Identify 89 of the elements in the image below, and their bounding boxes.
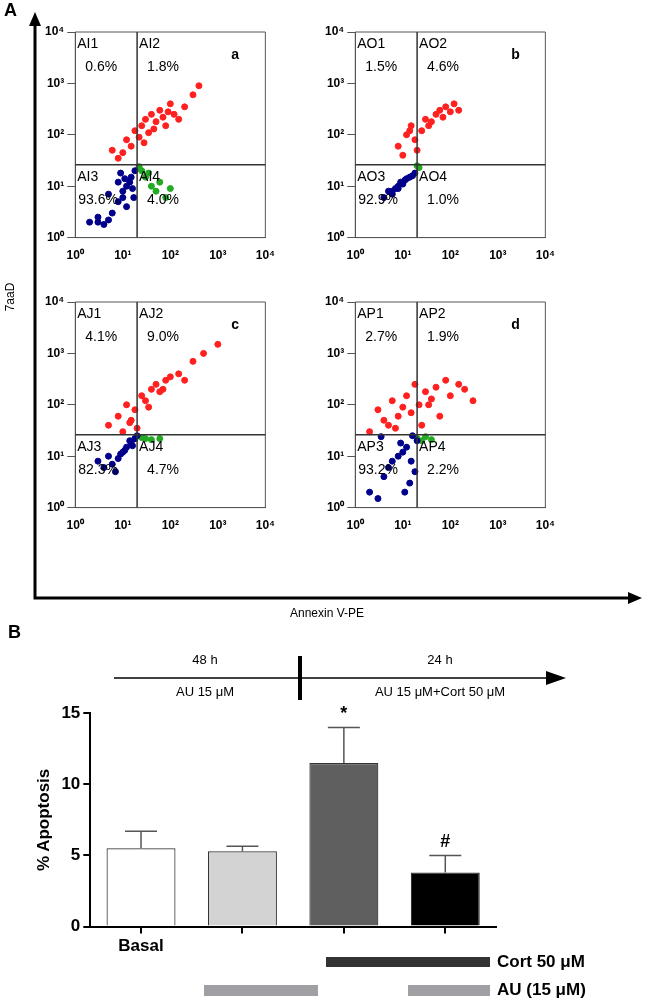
annotation: AO1 bbox=[357, 35, 386, 51]
text: AU 15 μM+Cort 50 μM bbox=[374, 684, 506, 699]
y-tick-label: 10⁰ bbox=[46, 229, 66, 244]
x-tick-label: 10⁰ bbox=[346, 518, 365, 533]
y-tick-label: 10⁴ bbox=[324, 294, 345, 309]
y-tick-label: 0 bbox=[70, 916, 81, 936]
annotation: a bbox=[231, 46, 240, 62]
x-tick-label: 10¹ bbox=[394, 518, 412, 533]
y-axis-title: % Apoptosis bbox=[33, 768, 53, 872]
annotation: AI1 bbox=[77, 35, 99, 51]
annotation: AP2 bbox=[419, 305, 446, 321]
y-tick-label: 10³ bbox=[46, 345, 65, 360]
y-tick-label: 10⁴ bbox=[44, 24, 65, 39]
annotation: AJ4 bbox=[139, 437, 164, 454]
y-tick-label: 10² bbox=[326, 127, 345, 142]
x-tick-label: 10² bbox=[441, 248, 459, 263]
text: AU 15 μM bbox=[175, 684, 235, 699]
annotation: 93.2% bbox=[358, 460, 398, 477]
x-tick-label: 10⁴ bbox=[255, 518, 276, 533]
annotation: AO3 bbox=[357, 167, 386, 184]
annotation: 2.2% bbox=[427, 460, 460, 477]
annotation: 1.8% bbox=[147, 58, 180, 74]
y-tick-label: 10² bbox=[46, 397, 65, 412]
annotation: AI2 bbox=[139, 35, 161, 51]
y-tick-label: 10² bbox=[46, 127, 65, 142]
annotation: 92.9% bbox=[358, 190, 398, 207]
x-tick-label: 10³ bbox=[489, 248, 507, 263]
x-tick-label: 10² bbox=[161, 518, 179, 533]
y-tick-label: 10⁰ bbox=[46, 499, 66, 514]
annotation: 0.6% bbox=[85, 58, 118, 74]
y-tick-label: 10¹ bbox=[326, 448, 345, 463]
x-tick-label: 10⁴ bbox=[535, 248, 556, 263]
annotation: d bbox=[511, 316, 520, 332]
x-tick-label: 10¹ bbox=[114, 248, 132, 263]
x-axis-title: Annexin V-PE bbox=[290, 606, 365, 620]
text: B bbox=[8, 622, 21, 643]
y-tick-label: 10¹ bbox=[326, 178, 345, 193]
annotation: AO4 bbox=[419, 167, 448, 184]
x-tick-label: 10⁴ bbox=[535, 518, 556, 533]
annotation: 2.7% bbox=[365, 328, 398, 344]
annotation: AJ3 bbox=[77, 437, 102, 454]
y-tick-label: 10⁴ bbox=[44, 294, 65, 309]
annotation: 4.7% bbox=[147, 460, 180, 477]
text: 24 h bbox=[427, 652, 453, 667]
annotation: 4.0% bbox=[147, 190, 180, 207]
y-axis-title: 7aaD bbox=[3, 282, 18, 312]
data-label: * bbox=[340, 703, 348, 724]
annotation: 4.6% bbox=[427, 58, 460, 74]
y-tick-label: 10¹ bbox=[46, 178, 65, 193]
y-tick-label: 10² bbox=[326, 397, 345, 412]
text: 48 h bbox=[192, 652, 218, 667]
x-tick-label: 10² bbox=[161, 248, 179, 263]
annotation: AP1 bbox=[357, 305, 384, 321]
y-tick-label: 10¹ bbox=[46, 448, 65, 463]
y-tick-label: 10⁴ bbox=[324, 24, 345, 39]
annotation: 1.9% bbox=[427, 328, 460, 344]
y-tick-label: 10⁰ bbox=[326, 229, 346, 244]
x-tick-label: 10⁰ bbox=[346, 248, 365, 263]
y-tick-label: 5 bbox=[70, 845, 81, 865]
annotation: b bbox=[511, 46, 520, 62]
text: A bbox=[4, 0, 17, 21]
x-tick-label: 10³ bbox=[209, 518, 227, 533]
annotation: 4.1% bbox=[85, 328, 118, 344]
text: Cort 50 μM bbox=[497, 952, 585, 972]
x-tick-label: Basal bbox=[118, 936, 164, 956]
annotation: 1.0% bbox=[427, 190, 460, 207]
annotation: AO2 bbox=[419, 35, 448, 51]
annotation: AP3 bbox=[357, 437, 384, 454]
y-tick-label: 10 bbox=[61, 774, 81, 794]
x-tick-label: 10² bbox=[441, 518, 459, 533]
y-tick-label: 10⁰ bbox=[326, 499, 346, 514]
x-tick-label: 10¹ bbox=[114, 518, 132, 533]
y-tick-label: 15 bbox=[61, 702, 81, 722]
annotation: AP4 bbox=[419, 437, 446, 454]
x-tick-label: 10³ bbox=[209, 248, 227, 263]
x-tick-label: 10³ bbox=[489, 518, 507, 533]
x-tick-label: 10¹ bbox=[394, 248, 412, 263]
y-tick-label: 10³ bbox=[326, 75, 345, 90]
annotation: 9.0% bbox=[147, 328, 180, 344]
text: AU (15 μM) bbox=[497, 980, 586, 1000]
x-tick-label: 10⁴ bbox=[255, 248, 276, 263]
annotation: AJ2 bbox=[139, 305, 164, 321]
y-tick-label: 10³ bbox=[326, 345, 345, 360]
data-label: # bbox=[440, 831, 451, 852]
annotation: AJ1 bbox=[77, 305, 102, 321]
annotation: c bbox=[231, 316, 240, 332]
annotation: AI3 bbox=[77, 167, 99, 184]
y-tick-label: 10³ bbox=[46, 75, 65, 90]
annotation: 1.5% bbox=[365, 58, 398, 74]
